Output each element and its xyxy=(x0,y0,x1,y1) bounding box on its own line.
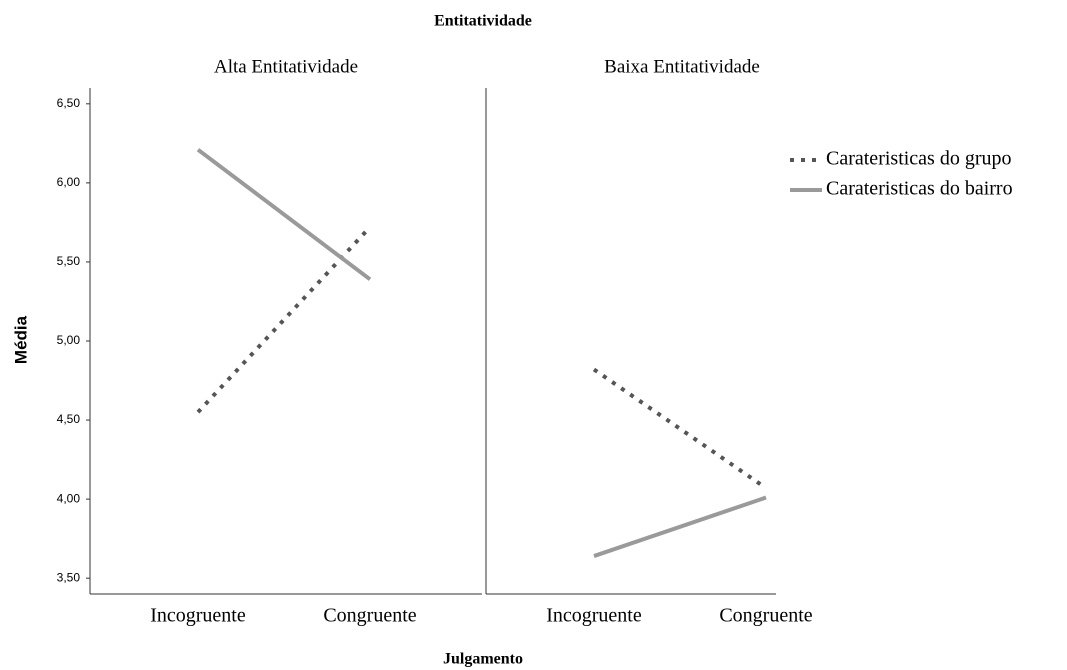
series-line xyxy=(593,495,767,558)
x-axis-label: Julgamento xyxy=(443,651,523,668)
y-tick-label: 3,50 xyxy=(57,570,81,584)
y-axis-label: Média xyxy=(11,315,30,364)
x-tick-label: Incogruente xyxy=(546,605,642,627)
series-line xyxy=(196,148,372,281)
y-tick-label: 6,50 xyxy=(57,96,81,110)
x-tick-label: Congruente xyxy=(719,605,812,627)
y-tick-label: 5,00 xyxy=(57,333,81,347)
series-line xyxy=(196,225,372,414)
y-tick-label: 4,00 xyxy=(57,491,81,505)
y-tick-label: 5,50 xyxy=(57,254,81,268)
legend-label: Carateristicas do bairro xyxy=(826,178,1013,200)
x-tick-label: Incogruente xyxy=(150,605,246,627)
x-tick-label: Congruente xyxy=(323,605,416,627)
chart-title: Entitatividade xyxy=(434,13,532,30)
y-tick-label: 6,00 xyxy=(57,175,81,189)
panel-title: Alta Entitatividade xyxy=(214,56,358,77)
panel-title: Baixa Entitatividade xyxy=(604,56,760,77)
legend-label: Carateristicas do grupo xyxy=(826,148,1012,170)
y-tick-label: 4,50 xyxy=(57,412,81,426)
series-line xyxy=(592,367,768,490)
